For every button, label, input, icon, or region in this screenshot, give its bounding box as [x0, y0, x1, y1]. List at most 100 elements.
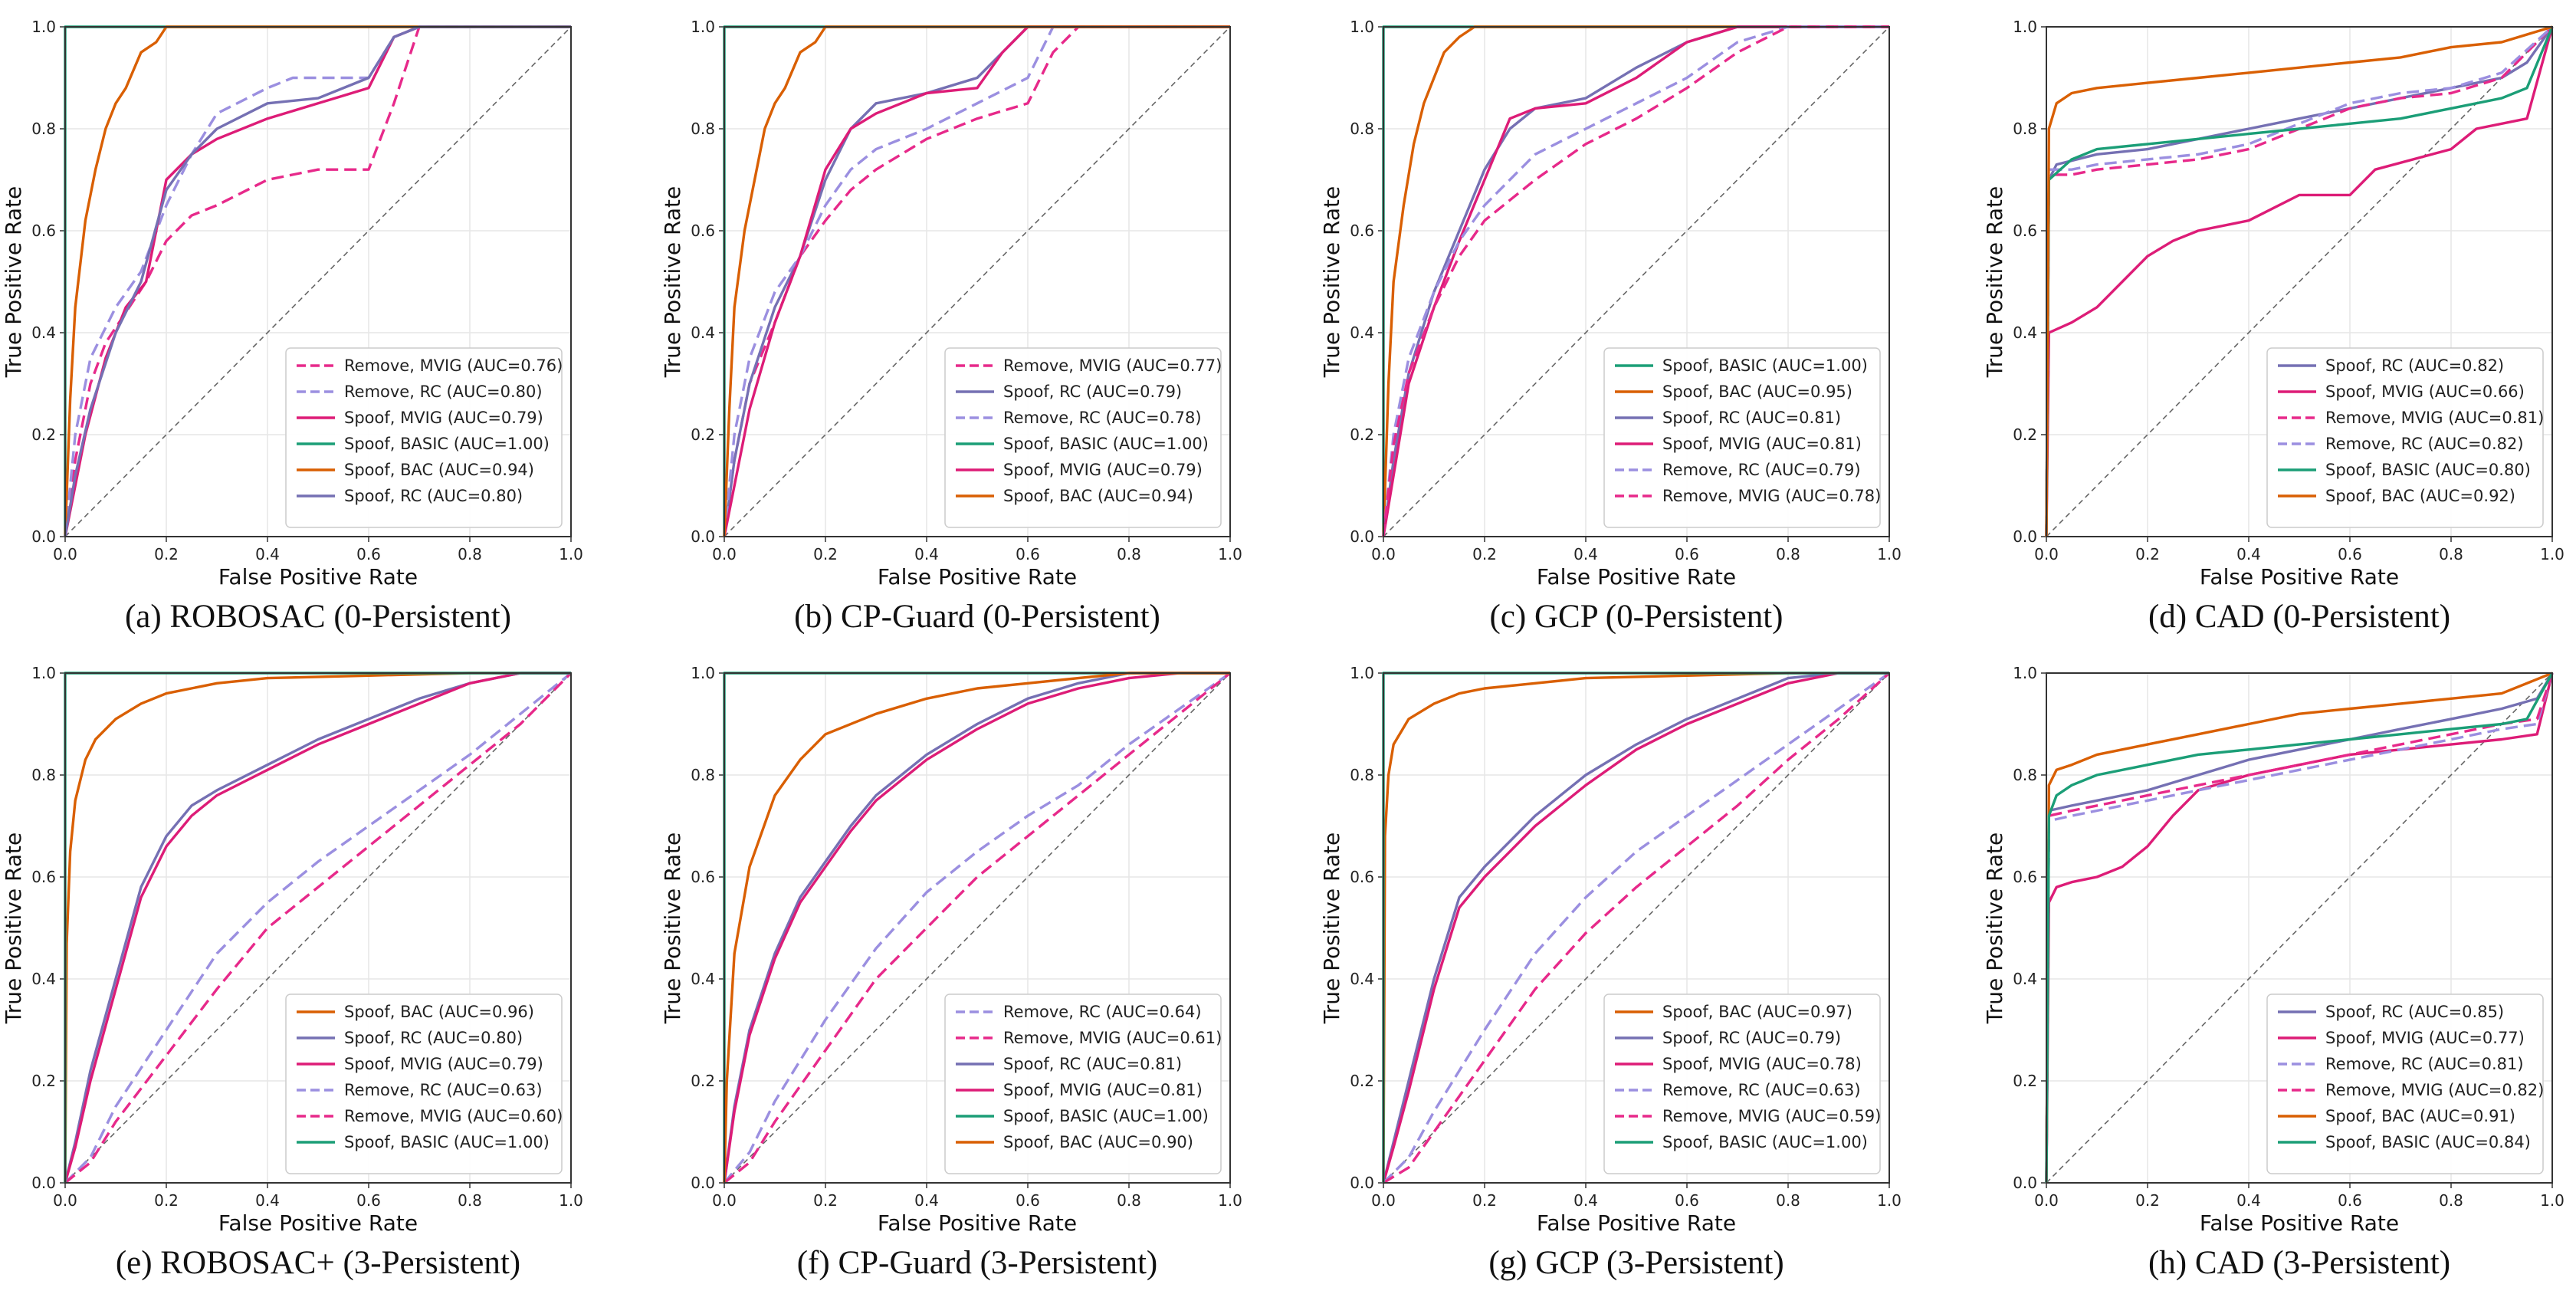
roc-curve-2 — [64, 672, 571, 1184]
x-tick-label: 1.0 — [2540, 545, 2565, 563]
x-tick-label: 1.0 — [1877, 1191, 1902, 1210]
figure-caption: (g) GCP (3-Persistent) — [1488, 1245, 1784, 1281]
y-tick-label: 0.2 — [1350, 1072, 1374, 1090]
y-tick-label: 0.6 — [31, 222, 56, 240]
legend-label: Spoof, MVIG (AUC=0.79) — [344, 409, 543, 427]
y-tick-label: 0.8 — [2013, 766, 2037, 784]
legend-label: Spoof, MVIG (AUC=0.77) — [2325, 1029, 2525, 1047]
figure-caption: (h) CAD (3-Persistent) — [2148, 1245, 2451, 1281]
legend-label: Spoof, BAC (AUC=0.96) — [344, 1003, 534, 1021]
chance-diagonal — [64, 672, 572, 1184]
x-tick-label: 0.4 — [2236, 1191, 2261, 1210]
legend-label: Spoof, RC (AUC=0.80) — [344, 487, 523, 505]
y-tick-label: 0.0 — [2013, 1174, 2037, 1192]
y-tick-label: 0.0 — [31, 527, 56, 546]
legend-label: Remove, RC (AUC=0.78) — [1003, 409, 1202, 427]
legend-label: Spoof, BAC (AUC=0.91) — [2325, 1107, 2515, 1125]
x-axis-label: False Positive Rate — [878, 1210, 1077, 1236]
legend — [285, 347, 563, 528]
x-tick-label: 0.8 — [1117, 545, 1141, 563]
x-tick-label: 0.2 — [2135, 545, 2160, 563]
legend-label: Remove, MVIG (AUC=0.77) — [1003, 356, 1222, 375]
y-tick-label: 0.6 — [2013, 222, 2037, 240]
y-axis-label: True Positive Rate — [1319, 186, 1344, 378]
legend-label: Spoof, RC (AUC=0.79) — [1662, 1029, 1841, 1047]
y-tick-label: 0.0 — [1350, 1174, 1374, 1192]
x-axis-label: False Positive Rate — [878, 564, 1077, 590]
legend — [944, 347, 1222, 528]
roc-curve-5 — [64, 25, 571, 537]
legend — [1603, 347, 1881, 528]
roc-curve-5 — [2045, 672, 2553, 1184]
roc-curve-2 — [1382, 25, 1889, 537]
x-tick-label: 0.2 — [1472, 545, 1497, 563]
x-tick-label: 1.0 — [2540, 1191, 2565, 1210]
plot-area — [724, 27, 1230, 537]
plot-area — [65, 673, 571, 1183]
x-tick-label: 0.0 — [1371, 1191, 1396, 1210]
plot-area — [2046, 27, 2552, 537]
plot-area — [1383, 27, 1889, 537]
roc-curve-3 — [2045, 25, 2554, 537]
roc-curve-5 — [2045, 26, 2554, 537]
figure-caption: (b) CP-Guard (0-Persistent) — [794, 599, 1160, 635]
x-tick-label: 0.6 — [2338, 1191, 2362, 1210]
y-tick-label: 0.2 — [2013, 1072, 2037, 1090]
roc-curve-1 — [1382, 25, 1889, 537]
legend — [285, 993, 563, 1174]
y-tick-label: 1.0 — [31, 18, 56, 36]
x-tick-label: 0.8 — [1776, 1191, 1800, 1210]
legend-label: Spoof, RC (AUC=0.81) — [1662, 409, 1841, 427]
roc-curve-5 — [1383, 672, 1891, 1184]
legend-label: Spoof, BASIC (AUC=0.80) — [2325, 461, 2531, 479]
y-axis-label: True Positive Rate — [1319, 833, 1344, 1024]
roc-curve-3 — [723, 25, 1230, 537]
roc-curve-3 — [2045, 672, 2554, 1184]
legend — [2266, 993, 2544, 1174]
figure-caption: (f) CP-Guard (3-Persistent) — [796, 1245, 1158, 1281]
x-tick-label: 0.4 — [1573, 1191, 1598, 1210]
figure-caption: (d) CAD (0-Persistent) — [2148, 599, 2451, 635]
y-tick-label: 0.6 — [1350, 868, 1374, 886]
legend-label: Spoof, RC (AUC=0.80) — [344, 1029, 523, 1047]
y-tick-label: 1.0 — [1350, 664, 1374, 682]
roc-curve-6 — [64, 672, 571, 1183]
x-tick-label: 0.0 — [53, 545, 77, 563]
legend-label: Remove, RC (AUC=0.80) — [344, 383, 543, 401]
plot-frame — [724, 672, 1231, 1184]
roc-curve-6 — [2045, 25, 2553, 537]
x-tick-label: 0.0 — [53, 1191, 77, 1210]
legend-label: Spoof, BASIC (AUC=0.84) — [2325, 1133, 2531, 1151]
legend-label: Remove, RC (AUC=0.63) — [344, 1081, 543, 1099]
x-tick-label: 1.0 — [1877, 545, 1902, 563]
legend-label: Spoof, BAC (AUC=0.94) — [1003, 487, 1193, 505]
y-tick-label: 0.2 — [1350, 425, 1374, 444]
roc-curve-4 — [2045, 672, 2554, 1184]
legend-label: Spoof, BAC (AUC=0.97) — [1662, 1003, 1852, 1021]
legend-label: Spoof, BAC (AUC=0.92) — [2325, 487, 2515, 505]
figure-caption: (c) GCP (0-Persistent) — [1489, 599, 1784, 635]
y-tick-label: 1.0 — [2013, 664, 2037, 682]
plot-area — [724, 673, 1230, 1183]
y-tick-label: 0.6 — [2013, 868, 2037, 886]
roc-curve-1 — [723, 25, 1230, 537]
x-tick-label: 0.2 — [154, 545, 179, 563]
x-tick-label: 0.4 — [2236, 545, 2261, 563]
roc-curve-2 — [1382, 672, 1889, 1184]
y-tick-label: 0.4 — [1350, 970, 1374, 988]
figure-caption: (e) ROBOSAC+ (3-Persistent) — [115, 1245, 521, 1281]
x-axis-label: False Positive Rate — [1537, 564, 1736, 590]
x-tick-label: 0.2 — [813, 545, 838, 563]
roc-curve-6 — [723, 672, 1230, 1184]
chance-diagonal — [724, 672, 1231, 1184]
roc-curve-6 — [64, 25, 571, 537]
y-tick-label: 0.2 — [31, 425, 56, 444]
x-tick-label: 0.4 — [914, 1191, 939, 1210]
y-tick-label: 0.4 — [691, 970, 715, 988]
x-tick-label: 1.0 — [559, 1191, 583, 1210]
y-tick-label: 0.0 — [1350, 527, 1374, 546]
x-tick-label: 0.4 — [914, 545, 939, 563]
